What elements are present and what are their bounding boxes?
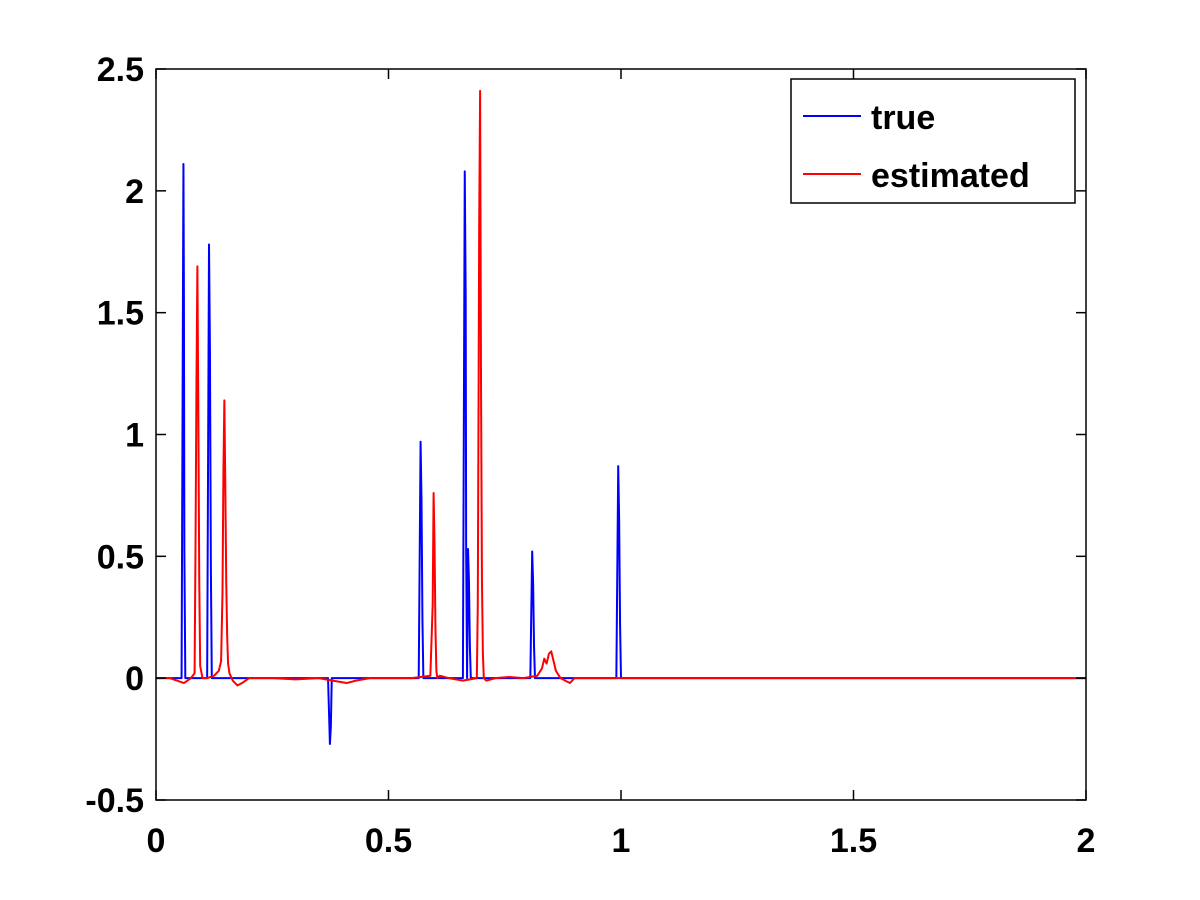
y-tick-label: -0.5 [85,782,144,820]
series-line-estimated [156,89,1086,687]
y-tick-label: 1 [125,417,144,455]
legend-box [790,78,1076,204]
x-tick-label: 1 [612,822,631,860]
series-line-true [156,163,1086,745]
x-tick-label: 2 [1077,822,1096,860]
legend-label-estimated: estimated [871,157,1030,195]
y-tick-label: 0 [125,660,144,698]
x-tick-label: 0.5 [365,822,412,860]
ticks-layer: 0 0.5 1 1.5 2-0.500.511.522.5 [85,51,1095,860]
x-tick-label: 1.5 [830,822,877,860]
y-tick-label: 0.5 [97,538,144,576]
legend-label-true: true [871,99,935,137]
y-tick-label: 1.5 [97,295,144,333]
series-layer [156,89,1086,745]
y-tick-label: 2.5 [97,51,144,89]
y-tick-label: 2 [125,173,144,211]
x-tick-label: 0 [147,822,166,860]
legend: true estimated [790,78,1076,204]
